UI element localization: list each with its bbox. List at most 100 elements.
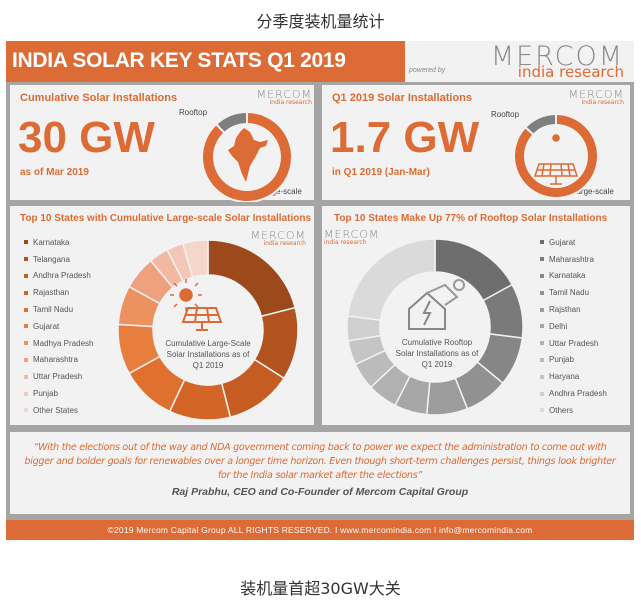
india-map-icon xyxy=(228,128,268,182)
rooftop-donut xyxy=(347,239,523,415)
footer: ©2019 Mercom Capital Group ALL RIGHTS RE… xyxy=(6,520,634,540)
legend-swatch xyxy=(24,257,28,262)
legend-item: Rajasthan xyxy=(24,284,93,301)
legend-swatch xyxy=(540,290,544,295)
legend-item: Tamil Nadu xyxy=(24,301,93,318)
legend-label: Tamil Nadu xyxy=(33,305,74,315)
legend-item: Delhi xyxy=(540,318,607,335)
legend-swatch xyxy=(24,374,28,379)
panel-title: Q1 2019 Solar Installations xyxy=(332,92,473,104)
large-scale-label: Large-scale xyxy=(572,187,614,196)
sun-icon xyxy=(170,279,202,311)
legend-swatch xyxy=(540,273,544,278)
legend-item: Punjab xyxy=(24,385,93,402)
legend-swatch xyxy=(540,341,544,346)
cumulative-value: 30 GW xyxy=(18,113,155,162)
donut-center-label: Cumulative Large-Scale Solar Installation… xyxy=(165,339,251,370)
legend-label: Karnataka xyxy=(33,237,70,247)
legend-label: Telangana xyxy=(33,254,70,264)
legend-label: Punjab xyxy=(549,355,574,365)
caption-bottom: 装机量首超30GW大关 xyxy=(240,579,401,598)
q1-value: 1.7 GW xyxy=(330,113,480,162)
legend-label: Punjab xyxy=(33,389,58,399)
legend-item: Andhra Pradesh xyxy=(24,268,93,285)
legend-swatch xyxy=(540,357,544,362)
legend-item: Uttar Pradesh xyxy=(540,335,607,352)
legend-swatch xyxy=(540,257,544,262)
legend-label: Rajasthan xyxy=(33,288,70,298)
legend-item: Maharashtra xyxy=(540,251,607,268)
legend-swatch xyxy=(540,240,544,245)
donut-slice-other-states xyxy=(181,240,209,279)
mercom-logo-small: MERCOM india research xyxy=(324,228,380,246)
legend-label: Gujarat xyxy=(549,237,576,247)
caption-top: 分季度装机量统计 xyxy=(256,12,385,31)
legend-swatch xyxy=(540,374,544,379)
mercom-logo-small: MERCOM india research xyxy=(250,229,306,247)
legend-label: Rajsthan xyxy=(549,305,581,315)
legend-item: Gujarat xyxy=(540,234,607,251)
mercom-logo-small: MERCOM india research xyxy=(256,88,312,106)
quote-box: “With the elections out of the way and N… xyxy=(10,432,630,514)
legend-item: Rajsthan xyxy=(540,301,607,318)
donut-slice-large-scale xyxy=(202,112,292,202)
legend-item: Karnataka xyxy=(24,234,93,251)
legend-item: Gujarat xyxy=(24,318,93,335)
cumulative-donut xyxy=(202,112,292,202)
legend-label: Madhya Pradesh xyxy=(33,338,94,348)
legend-swatch xyxy=(24,307,28,312)
legend-item: Others xyxy=(540,402,607,419)
infographic: INDIA SOLAR KEY STATS Q1 2019 MERCOM pow… xyxy=(6,41,634,540)
legend-item: Other States xyxy=(24,402,93,419)
large-scale-label: Large-scale xyxy=(260,187,302,196)
legend-item: Tamil Nadu xyxy=(540,284,607,301)
rooftop-states-panel: Top 10 States Make Up 77% of Rooftop Sol… xyxy=(322,206,630,425)
legend-swatch xyxy=(540,324,544,329)
mercom-logo-small: MERCOM india research xyxy=(568,88,624,106)
panel-title: Cumulative Solar Installations xyxy=(20,92,178,104)
solar-panel-icon xyxy=(533,134,579,185)
legend-swatch xyxy=(24,240,28,245)
cumulative-panel: Cumulative Solar Installations MERCOM ind… xyxy=(10,85,314,202)
legend-item: Karnataka xyxy=(540,268,607,285)
solar-panel-icon xyxy=(181,307,223,331)
rooftop-label: Rooftop xyxy=(491,110,520,119)
legend-swatch xyxy=(540,408,544,413)
legend-swatch xyxy=(24,391,28,396)
panel-title: Top 10 States with Cumulative Large-scal… xyxy=(20,213,312,224)
q1-donut xyxy=(514,114,598,198)
legend-label: Delhi xyxy=(549,321,568,331)
legend-label: Others xyxy=(549,405,574,415)
cumulative-note: as of Mar 2019 xyxy=(20,167,89,178)
legend-swatch xyxy=(24,408,28,413)
donut-slice-karnataka xyxy=(207,240,297,318)
large-scale-donut xyxy=(118,240,298,420)
legend-swatch xyxy=(24,357,28,362)
quote-author: Raj Prabhu, CEO and Co-Founder of Mercom… xyxy=(171,486,469,498)
legend-swatch xyxy=(24,290,28,295)
legend-swatch xyxy=(24,273,28,278)
legend-label: Haryana xyxy=(549,372,580,382)
legend-item: Maharashtra xyxy=(24,352,93,369)
page-title: INDIA SOLAR KEY STATS Q1 2019 xyxy=(6,41,405,82)
legend-swatch xyxy=(24,341,28,346)
legend-item: Madhya Pradesh xyxy=(24,335,93,352)
legend-swatch xyxy=(540,391,544,396)
legend-item: Uttar Pradesh xyxy=(24,368,93,385)
legend-label: Andhra Pradesh xyxy=(549,389,607,399)
quote-text: “With the elections out of the way and N… xyxy=(24,442,616,481)
legend-swatch xyxy=(24,324,28,329)
legend-label: Gujarat xyxy=(33,321,60,331)
q1-panel: Q1 2019 Solar Installations MERCOM india … xyxy=(322,85,630,200)
legend-label: Maharashtra xyxy=(549,254,594,264)
legend-item: Telangana xyxy=(24,251,93,268)
donut-slice-others xyxy=(347,239,436,321)
legend-label: Uttar Pradesh xyxy=(549,338,599,348)
panel-title: Top 10 States Make Up 77% of Rooftop Sol… xyxy=(334,213,608,224)
mercom-logo: MERCOM powered by india research xyxy=(405,41,634,82)
legend-item: Andhra Pradesh xyxy=(540,385,607,402)
legend-label: Maharashtra xyxy=(33,355,78,365)
legend-label: Uttar Pradesh xyxy=(33,372,83,382)
legend-label: Other States xyxy=(33,405,78,415)
legend-label: Andhra Pradesh xyxy=(33,271,91,281)
